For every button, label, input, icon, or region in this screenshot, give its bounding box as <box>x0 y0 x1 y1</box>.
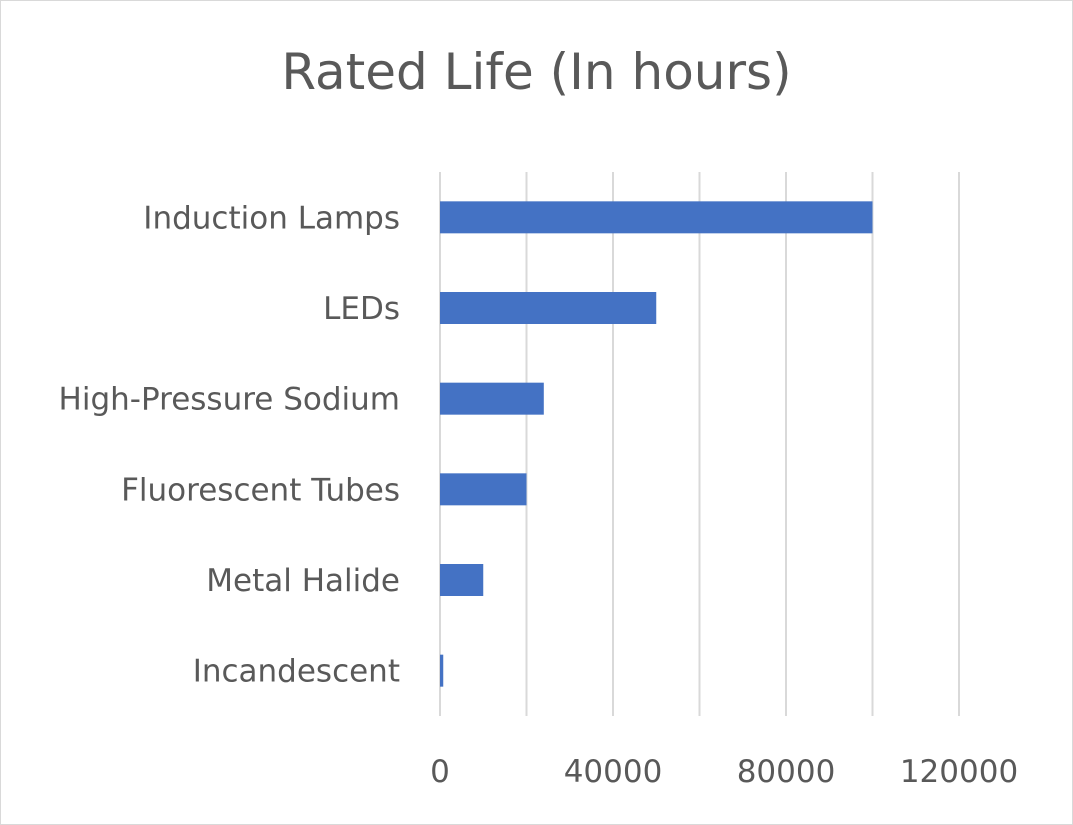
gridlines <box>439 172 960 716</box>
bar-metal-halide <box>440 564 484 596</box>
category-labels: Incandescent Metal Halide Fluorescent Tube… <box>59 200 400 689</box>
category-label: LEDs <box>323 291 400 327</box>
x-tick-label: 0 <box>430 754 450 790</box>
x-axis-tick-labels: 0 40000 80000 120000 <box>430 754 1018 790</box>
category-label: Fluorescent Tubes <box>121 472 400 508</box>
chart-title: Rated Life (In hours) <box>281 43 792 101</box>
x-tick-label: 40000 <box>564 754 663 790</box>
bar-incandescent <box>440 654 444 687</box>
category-label: Induction Lamps <box>143 200 400 236</box>
category-label: Incandescent <box>193 654 400 690</box>
x-tick-label: 120000 <box>900 754 1018 790</box>
x-tick-label: 80000 <box>737 754 836 790</box>
bars <box>440 201 873 687</box>
category-label: Metal Halide <box>206 563 400 599</box>
bar-leds <box>440 292 657 324</box>
category-label: High-Pressure Sodium <box>59 382 400 418</box>
bar-fluorescent-tubes <box>440 473 527 506</box>
bar-induction-lamps <box>440 201 873 234</box>
bar-high-pressure-sodium <box>440 382 544 415</box>
